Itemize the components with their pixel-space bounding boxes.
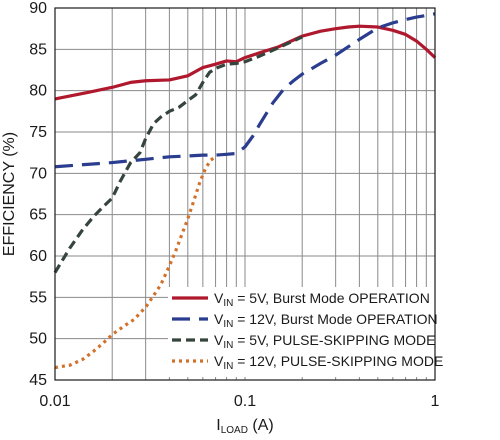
legend-label-main: V (214, 311, 224, 327)
series-line-4 (54, 155, 217, 370)
series-line-2 (54, 12, 436, 169)
legend-label-sub: IN (223, 298, 233, 309)
tick-labels: 45 50 55 60 65 70 75 80 85 90 0.01 0.1 1 (29, 0, 439, 410)
legend-background (168, 287, 438, 377)
legend-label-rest: = 5V, PULSE-SKIPPING MODE (233, 332, 435, 348)
y-tick-label: 45 (29, 372, 47, 389)
y-tick-label: 50 (29, 331, 47, 348)
x-tick-label: 0.01 (39, 393, 70, 410)
legend-label-main: V (214, 290, 224, 306)
legend-label-main: V (214, 332, 224, 348)
legend-label-rest: = 5V, Burst Mode OPERATION (233, 290, 429, 306)
y-tick-label: 90 (29, 0, 47, 17)
legend-label-1: VIN = 5V, Burst Mode OPERATION (214, 290, 430, 309)
legend-label-sub: IN (223, 319, 233, 330)
series-lines (53, 12, 437, 370)
plot-frame (54, 7, 436, 381)
x-axis-title: ILOAD (A) (216, 417, 273, 436)
legend-label-main: V (214, 353, 224, 369)
y-tick-label: 55 (29, 289, 47, 306)
series-line-1 (54, 24, 437, 101)
y-axis-title: EFFICIENCY (%) (1, 132, 18, 256)
y-tick-label: 85 (29, 41, 47, 58)
series-line-3 (53, 35, 303, 274)
y-tick-label: 80 (29, 83, 47, 100)
x-axis-title-main: I (216, 417, 220, 434)
legend-label-2: VIN = 12V, Burst Mode OPERATION (214, 311, 438, 330)
x-axis-title-unit: (A) (248, 417, 274, 434)
x-axis-title-sub: LOAD (221, 425, 248, 436)
legend-label-sub: IN (223, 340, 233, 351)
x-tick-label: 1 (431, 393, 440, 410)
y-tick-label: 70 (29, 165, 47, 182)
legend-label-rest: = 12V, Burst Mode OPERATION (233, 311, 437, 327)
legend-label-rest: = 12V, PULSE-SKIPPING MODE (233, 353, 443, 369)
legend-label-3: VIN = 5V, PULSE-SKIPPING MODE (214, 332, 436, 351)
y-tick-label: 75 (29, 124, 47, 141)
legend-label-sub: IN (223, 361, 233, 372)
x-tick-label: 0.1 (234, 393, 256, 410)
y-tick-label: 65 (29, 207, 47, 224)
y-tick-label: 60 (29, 248, 47, 265)
legend-label-4: VIN = 12V, PULSE-SKIPPING MODE (214, 353, 443, 372)
